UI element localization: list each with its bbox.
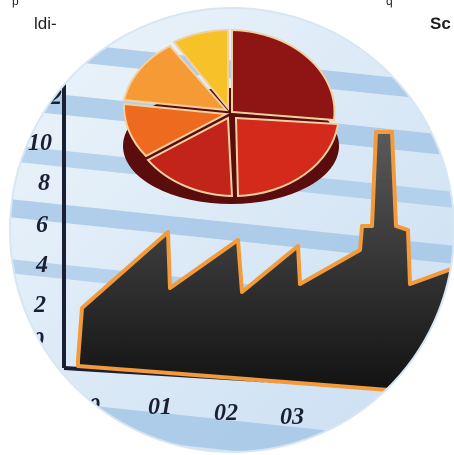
y-tick-6: 6: [36, 212, 48, 238]
x-tick-01: 01: [148, 394, 172, 420]
x-tick-02: 02: [214, 400, 238, 426]
y-tick-8: 8: [38, 170, 50, 196]
pie-chart: [122, 28, 340, 204]
circular-frame: [9, 7, 454, 453]
pie-slice-dark-red: [231, 28, 336, 122]
text-fragment-left: ldi-: [34, 14, 57, 33]
factory-silhouette: [76, 130, 454, 397]
x-tick-03: 03: [280, 404, 304, 430]
text-fragment-right: Sc: [430, 14, 451, 33]
pie-slice-orange: [122, 102, 230, 158]
pie-slice-red-right: [234, 116, 340, 198]
y-tick-4: 4: [35, 252, 48, 278]
pie-slice-yellow: [172, 28, 229, 111]
text-fragment-top-right: q: [386, 0, 393, 8]
y-tick-2: 2: [33, 292, 46, 318]
text-fragment-top-left: p: [12, 0, 19, 8]
pie-slice-red-bottom: [146, 116, 234, 198]
pie-slice-light-orange: [122, 44, 229, 112]
